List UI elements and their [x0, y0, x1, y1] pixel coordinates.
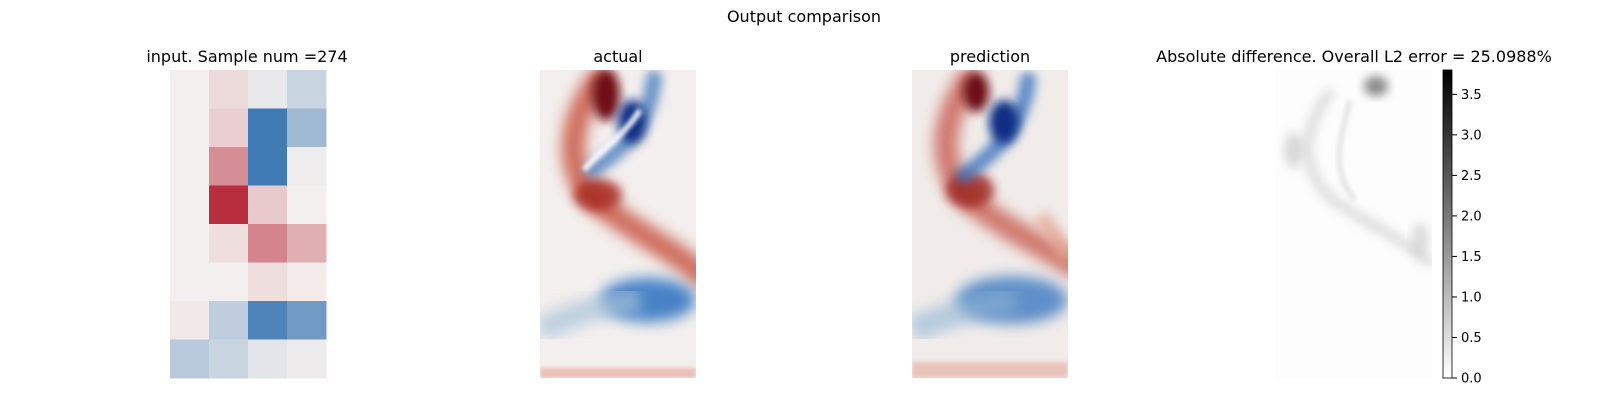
- input-cell-r3-c0: [170, 185, 210, 225]
- actual-bottom-red: [540, 368, 696, 378]
- colorbar-tick-label: 2.0: [1461, 209, 1482, 224]
- input-cell-r7-c2: [248, 339, 288, 379]
- input-cell-r7-c1: [209, 339, 249, 379]
- prediction-blue-tail: [912, 287, 1017, 342]
- input-cell-r5-c2: [248, 262, 288, 302]
- colorbar-tick-label: 0.5: [1461, 331, 1482, 346]
- input-cell-r2-c3: [287, 147, 327, 186]
- input-cell-r0-c1: [209, 70, 249, 109]
- actual-white-gap: [581, 108, 643, 172]
- prediction-heatmap: [912, 70, 1068, 378]
- input-cell-r6-c3: [287, 301, 327, 340]
- input-heatmap: [170, 70, 327, 379]
- input-cell-r1-c0: [170, 108, 210, 148]
- difference-top-dark: [1364, 76, 1388, 96]
- input-cell-r6-c1: [209, 301, 249, 340]
- colorbar-gradient: [1442, 69, 1453, 379]
- actual-blue-tail: [540, 288, 642, 341]
- input-cell-r0-c2: [248, 70, 288, 109]
- input-cell-r1-c3: [287, 108, 327, 148]
- input-cell-r2-c2: [248, 147, 288, 186]
- input-cell-r2-c1: [209, 147, 249, 186]
- difference-swirl: [1303, 86, 1432, 269]
- colorbar-tick-label: 0.0: [1461, 372, 1482, 387]
- difference-right-patch: [1412, 222, 1428, 258]
- colorbar-tick-label: 1.0: [1461, 290, 1482, 305]
- difference-background: [1276, 70, 1432, 378]
- prediction-red-mid: [946, 172, 994, 208]
- colorbar-ticks: 0.0 0.5 1.0 1.5 2.0 2.5 3.0 3.5: [1452, 88, 1482, 387]
- input-cell-r3-c3: [287, 185, 327, 225]
- input-cell-r4-c1: [209, 224, 249, 263]
- input-cell-r0-c3: [287, 70, 327, 109]
- prediction-red-core: [963, 72, 989, 112]
- panel-title-actual: actual: [593, 47, 642, 66]
- panel-title-input: input. Sample num =274: [146, 47, 347, 66]
- input-cell-r3-c1: [209, 185, 249, 225]
- input-cell-r2-c0: [170, 147, 210, 186]
- input-cell-r4-c2: [248, 224, 288, 263]
- actual-red-core: [592, 70, 620, 121]
- colorbar-tick-label: 1.5: [1461, 250, 1482, 265]
- panel-title-difference: Absolute difference. Overall L2 error = …: [1156, 47, 1552, 66]
- input-cell-r5-c3: [287, 262, 327, 302]
- input-cell-r6-c2: [248, 301, 288, 340]
- input-cell-r3-c2: [248, 185, 288, 225]
- difference-heatmap: [1276, 70, 1432, 378]
- figure-title: Output comparison: [727, 7, 881, 26]
- colorbar: 0.0 0.5 1.0 1.5 2.0 2.5 3.0 3.5: [1442, 69, 1482, 387]
- input-cell-r5-c1: [209, 262, 249, 302]
- input-cell-r5-c0: [170, 262, 210, 302]
- actual-heatmap: [540, 70, 696, 378]
- input-cell-r1-c1: [209, 108, 249, 148]
- panel-title-prediction: prediction: [950, 47, 1030, 66]
- input-cell-r4-c3: [287, 224, 327, 263]
- prediction-red-right: [1033, 210, 1068, 264]
- input-cell-r6-c0: [170, 301, 210, 340]
- actual-red-mid: [574, 179, 622, 211]
- colorbar-tick-label: 3.5: [1461, 88, 1482, 103]
- input-cell-r4-c0: [170, 224, 210, 263]
- input-cell-r0-c0: [170, 70, 210, 109]
- input-cell-r7-c3: [287, 339, 327, 379]
- prediction-blue-core: [989, 100, 1019, 144]
- difference-mid-trace: [1336, 99, 1358, 202]
- colorbar-tick-label: 3.0: [1461, 128, 1482, 143]
- colorbar-tick-label: 2.5: [1461, 169, 1482, 184]
- prediction-bottom-red: [912, 362, 1068, 378]
- input-cell-r7-c0: [170, 339, 210, 379]
- input-cell-r1-c2: [248, 108, 288, 148]
- difference-left-patch: [1284, 132, 1304, 168]
